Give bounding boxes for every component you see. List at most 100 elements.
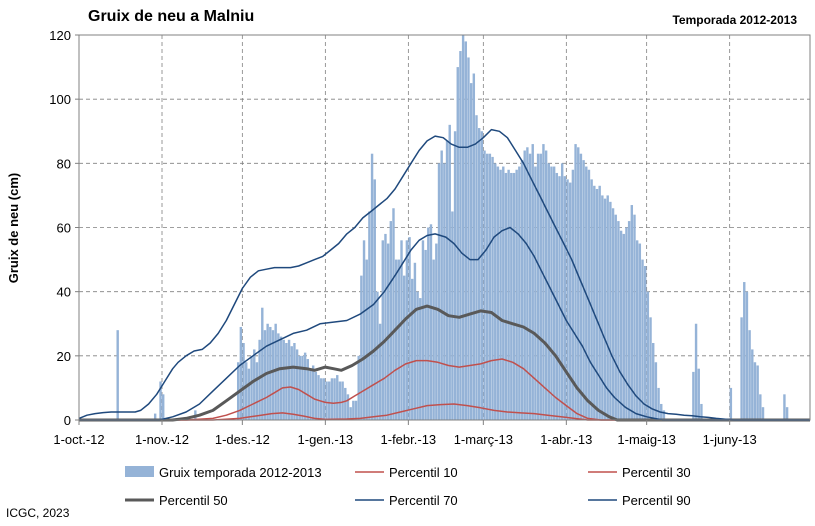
x-tick-label: 1-oct.-12 — [53, 432, 104, 447]
snow-bar — [242, 343, 245, 420]
snow-bar — [694, 323, 698, 420]
snow-bar — [785, 407, 789, 420]
snow-bar — [469, 83, 473, 420]
y-tick-label: 20 — [57, 349, 71, 364]
snow-bar — [751, 349, 754, 420]
snow-bar — [560, 163, 564, 421]
snow-bar — [582, 160, 585, 420]
snow-bar — [652, 343, 655, 420]
snow-bar — [614, 214, 617, 420]
snow-bar — [748, 330, 751, 420]
snow-bar — [424, 249, 427, 420]
legend-swatch — [125, 466, 154, 477]
snow-bar — [547, 163, 550, 421]
snow-bar — [633, 214, 636, 420]
snow-bar — [311, 365, 315, 420]
snow-bar — [368, 211, 371, 420]
snow-bar — [566, 179, 569, 420]
snow-bar — [472, 73, 476, 420]
snow-bar — [346, 394, 350, 420]
snow-bar — [536, 153, 540, 421]
season-label: Temporada 2012-2013 — [672, 13, 797, 27]
snow-bar — [461, 35, 465, 420]
snow-bar — [349, 407, 352, 420]
snow-bar — [488, 153, 492, 421]
snow-bar — [657, 387, 660, 420]
snow-bar — [745, 291, 749, 420]
snow-bar — [453, 131, 457, 420]
snow-bar — [427, 227, 430, 420]
snow-bar — [638, 243, 642, 420]
snow-bar — [445, 140, 449, 420]
legend-label: Percentil 30 — [622, 465, 691, 480]
snow-bar — [333, 378, 336, 420]
x-tick-label: 1-nov.-12 — [135, 432, 189, 447]
snow-bar — [692, 371, 695, 420]
snow-bar — [344, 387, 347, 420]
snow-bar — [413, 262, 417, 420]
snow-bar — [459, 51, 462, 421]
snow-bar — [162, 394, 165, 420]
snow-bar — [544, 150, 548, 420]
x-tick-label: 1-març-13 — [454, 432, 513, 447]
snow-bar — [646, 291, 650, 420]
snow-bar — [761, 407, 765, 420]
legend-label: Percentil 50 — [159, 493, 228, 508]
snow-bar — [282, 339, 285, 420]
snow-bar — [365, 259, 368, 420]
snow-bars — [116, 35, 789, 421]
snow-bar — [494, 163, 497, 421]
snow-bar — [408, 237, 411, 420]
snow-bar — [448, 124, 451, 420]
snow-bar — [753, 362, 757, 420]
snow-bar — [277, 333, 280, 420]
snow-bar — [328, 381, 331, 420]
snow-bar — [303, 352, 307, 420]
legend-label: Percentil 70 — [389, 493, 458, 508]
snow-bar — [512, 172, 516, 420]
snow-bar — [298, 355, 301, 420]
snow-bar — [354, 400, 358, 420]
snow-bar — [116, 330, 119, 420]
snow-bar — [357, 355, 360, 420]
snow-bar — [290, 346, 293, 420]
snow-bar — [649, 317, 652, 420]
y-tick-label: 80 — [57, 156, 71, 171]
snow-bar — [405, 240, 409, 420]
snow-bar — [301, 355, 304, 420]
percentile-line-1 — [79, 403, 810, 421]
snow-bar — [477, 128, 481, 420]
snow-bar — [630, 205, 634, 420]
snow-bar — [643, 266, 647, 420]
percentile-line-4 — [79, 226, 810, 421]
snow-bar — [486, 153, 489, 421]
snow-bar — [496, 166, 500, 420]
x-tick-label: 1-des.-12 — [215, 432, 270, 447]
snow-bar — [253, 349, 256, 420]
snow-bar — [293, 343, 296, 420]
snow-bar — [603, 198, 607, 420]
snow-bar — [480, 131, 484, 420]
snow-bar — [247, 368, 251, 420]
snow-bar — [394, 259, 398, 420]
snow-bar — [255, 362, 259, 420]
snow-bar — [595, 189, 599, 420]
snow-bar — [287, 339, 291, 420]
snow-bar — [483, 150, 486, 420]
snow-bar — [274, 323, 277, 420]
snow-bar — [534, 166, 537, 420]
snow-bar — [571, 169, 575, 420]
snow-bar — [528, 153, 532, 421]
snow-bar — [362, 240, 366, 420]
snow-bar — [756, 365, 759, 420]
x-tick-label: 1-gen.-13 — [298, 432, 354, 447]
snow-bar — [330, 378, 334, 420]
snow-bar — [378, 323, 382, 420]
snow-bar — [783, 394, 786, 420]
snow-bar — [279, 336, 283, 420]
snow-bar — [384, 233, 387, 420]
snow-bar — [569, 182, 572, 420]
snow-bar — [437, 163, 441, 421]
snow-bar — [609, 201, 612, 420]
